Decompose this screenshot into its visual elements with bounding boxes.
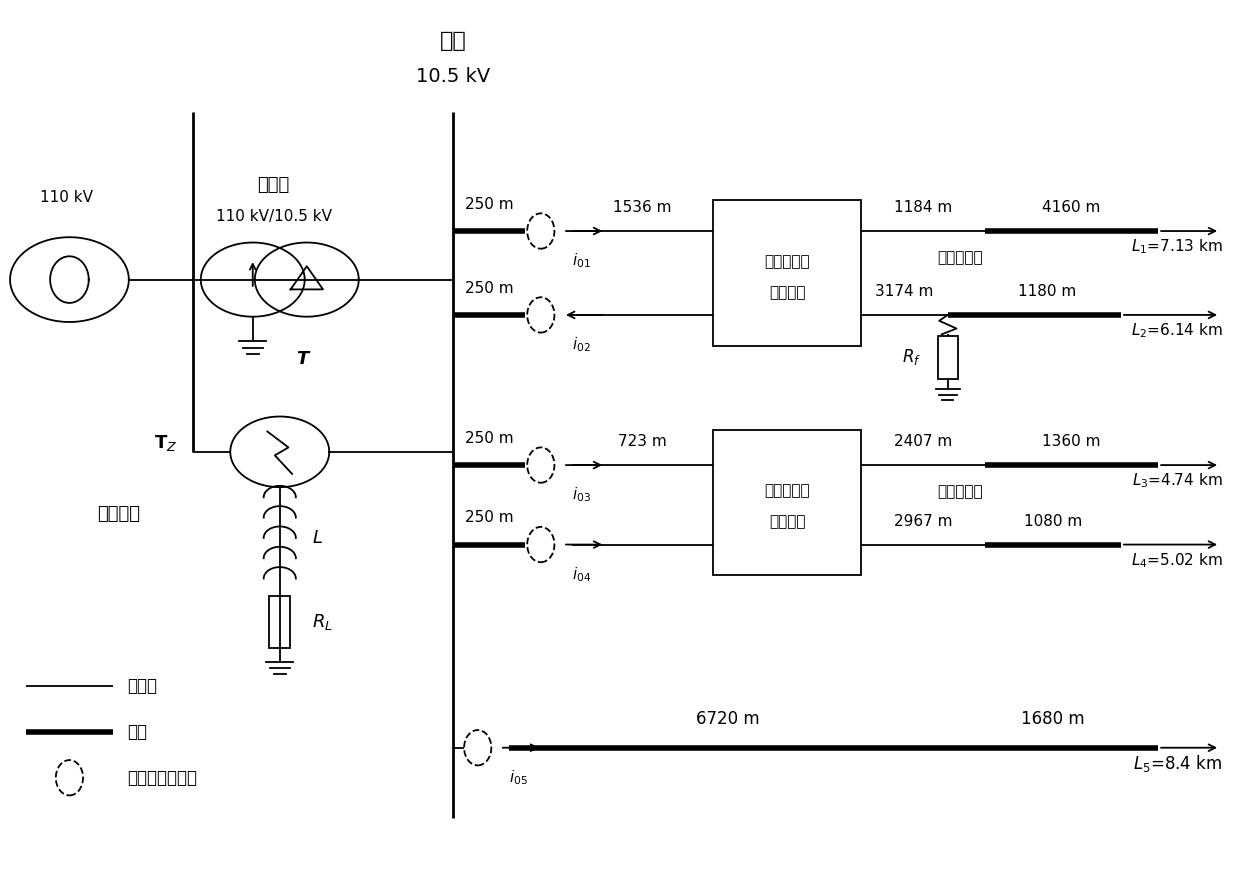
Text: 250 m: 250 m bbox=[465, 510, 513, 525]
Text: 2407 m: 2407 m bbox=[894, 434, 952, 449]
Text: 变压器: 变压器 bbox=[258, 176, 290, 194]
Text: $R_f$: $R_f$ bbox=[901, 347, 920, 368]
Text: 3174 m: 3174 m bbox=[875, 284, 934, 299]
Text: 1180 m: 1180 m bbox=[1018, 284, 1076, 299]
Text: 1080 m: 1080 m bbox=[1024, 514, 1083, 529]
Text: 2967 m: 2967 m bbox=[894, 514, 952, 529]
Text: 双回结构: 双回结构 bbox=[769, 515, 805, 530]
Text: 单回架空线: 单回架空线 bbox=[937, 485, 983, 500]
Text: 1536 m: 1536 m bbox=[613, 200, 672, 215]
Text: $L_4$=5.02 km: $L_4$=5.02 km bbox=[1131, 551, 1223, 570]
Text: 消弧线圈: 消弧线圈 bbox=[98, 505, 140, 523]
Bar bbox=[269, 595, 290, 648]
Text: $L_3$=4.74 km: $L_3$=4.74 km bbox=[1132, 471, 1223, 490]
Text: 架空线同杆: 架空线同杆 bbox=[764, 484, 810, 499]
Text: 723 m: 723 m bbox=[618, 434, 667, 449]
Text: $i_{03}$: $i_{03}$ bbox=[572, 486, 591, 504]
Text: $R_L$: $R_L$ bbox=[312, 612, 332, 632]
Bar bbox=[713, 430, 862, 576]
Text: 1680 m: 1680 m bbox=[1022, 711, 1085, 728]
Text: T: T bbox=[296, 350, 309, 368]
Text: 双回结构: 双回结构 bbox=[769, 285, 805, 299]
Text: $L_1$=7.13 km: $L_1$=7.13 km bbox=[1131, 237, 1223, 256]
Text: $L_2$=6.14 km: $L_2$=6.14 km bbox=[1131, 322, 1223, 340]
Text: 1360 m: 1360 m bbox=[1043, 434, 1101, 449]
Text: T$_Z$: T$_Z$ bbox=[154, 433, 177, 453]
Text: 架空线: 架空线 bbox=[128, 677, 157, 695]
Text: 110 kV/10.5 kV: 110 kV/10.5 kV bbox=[216, 208, 331, 223]
Text: 110 kV: 110 kV bbox=[41, 190, 93, 205]
Text: 架空线同杆: 架空线同杆 bbox=[764, 254, 810, 269]
Text: 250 m: 250 m bbox=[465, 431, 513, 446]
Text: 250 m: 250 m bbox=[465, 197, 513, 212]
Text: 零序电流互感器: 零序电流互感器 bbox=[128, 769, 197, 787]
Text: $i_{02}$: $i_{02}$ bbox=[573, 335, 591, 354]
Text: 单回架空线: 单回架空线 bbox=[937, 251, 983, 266]
Text: 250 m: 250 m bbox=[465, 281, 513, 296]
Text: 4160 m: 4160 m bbox=[1043, 200, 1101, 215]
Text: 6720 m: 6720 m bbox=[697, 711, 760, 728]
Text: 电缆: 电缆 bbox=[128, 723, 148, 741]
Text: $L_5$=8.4 km: $L_5$=8.4 km bbox=[1133, 753, 1223, 774]
Text: 10.5 kV: 10.5 kV bbox=[415, 67, 490, 86]
Text: $i_{01}$: $i_{01}$ bbox=[573, 252, 591, 270]
Text: $L$: $L$ bbox=[312, 529, 322, 547]
Bar bbox=[937, 336, 957, 378]
Text: 1184 m: 1184 m bbox=[894, 200, 952, 215]
Text: $i_{04}$: $i_{04}$ bbox=[572, 565, 591, 584]
Bar bbox=[713, 200, 862, 346]
Text: $i_{05}$: $i_{05}$ bbox=[510, 768, 528, 787]
Text: 母线: 母线 bbox=[440, 31, 466, 51]
